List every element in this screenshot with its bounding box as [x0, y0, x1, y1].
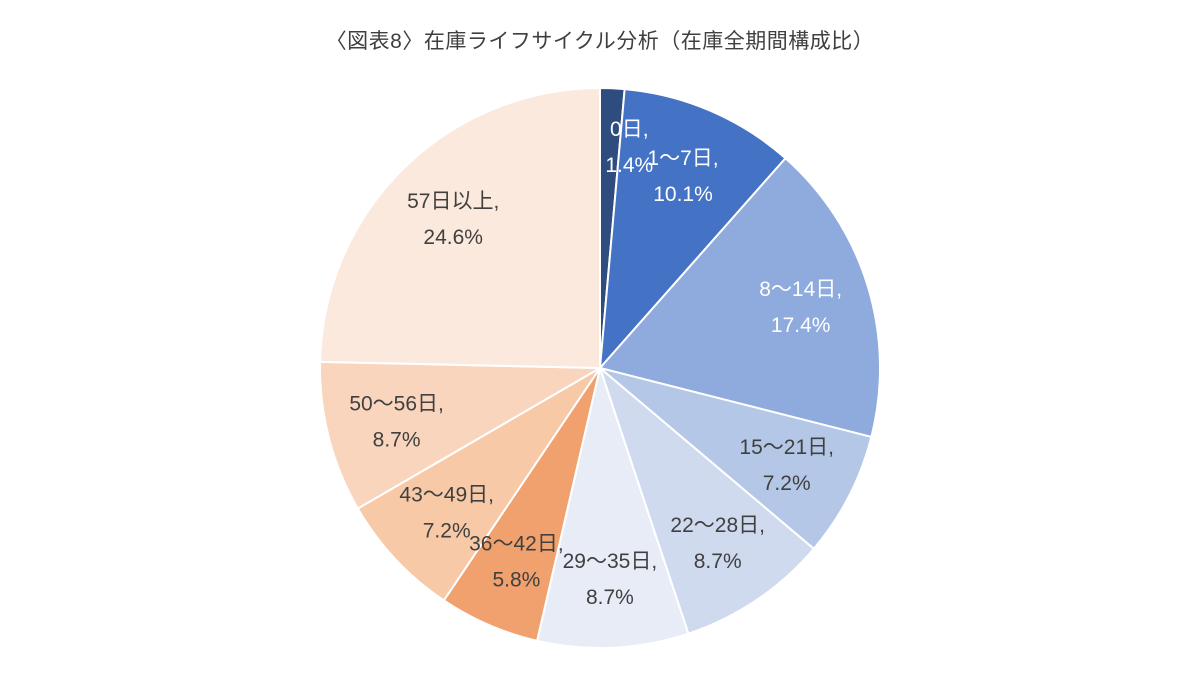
- pie-slice-5: [599, 367, 815, 635]
- pie-slice-8: [356, 367, 601, 602]
- pie-slice-2: [599, 88, 787, 369]
- slice-label-6: 29〜35日, 8.7%: [563, 550, 658, 609]
- pie-slice-6: [536, 367, 690, 649]
- pie-slice-10: [319, 87, 601, 369]
- slice-label-2: 1〜7日, 10.1%: [647, 147, 718, 206]
- slice-label-9: 50〜56日, 8.7%: [349, 392, 444, 451]
- slice-label-1: 0日, 1.4%: [605, 118, 653, 177]
- slice-label-8: 43〜49日, 7.2%: [399, 484, 494, 543]
- pie-slice-4: [599, 367, 873, 550]
- pie-slice-3: [599, 157, 882, 438]
- slice-label-7: 36〜42日, 5.8%: [469, 533, 564, 592]
- chart-title: 〈図表8〉在庫ライフサイクル分析（在庫全期間構成比）: [325, 30, 875, 53]
- slice-label-5: 22〜28日, 8.7%: [670, 514, 765, 573]
- slice-label-4: 15〜21日, 7.2%: [739, 436, 834, 495]
- slice-label-3: 8〜14日, 17.4%: [759, 278, 842, 337]
- pie-slice-9: [319, 360, 601, 510]
- slice-label-10: 57日以上, 24.6%: [407, 190, 499, 249]
